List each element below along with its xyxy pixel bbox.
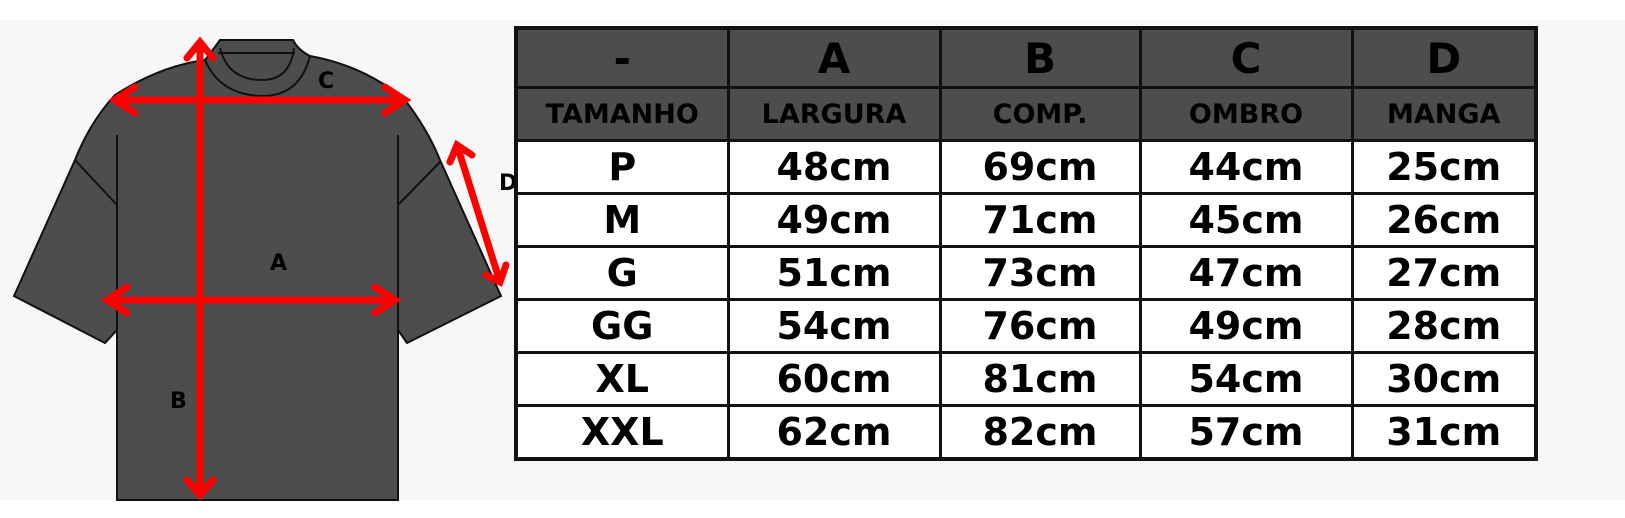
measure-cell: 49cm — [1138, 298, 1354, 354]
header-cell: LARGURA — [726, 86, 942, 142]
size-table: - A B C D TAMANHO LARGURA COMP. OMBRO MA… — [514, 26, 1538, 461]
table-row: XL 60cm 81cm 54cm 30cm — [514, 351, 1538, 407]
arrow-b — [183, 36, 217, 501]
measure-cell: 31cm — [1350, 404, 1538, 461]
seams — [74, 135, 441, 330]
measure-cell: 26cm — [1350, 192, 1538, 248]
size-cell: P — [514, 139, 730, 195]
label-c: C — [318, 69, 334, 94]
measure-cell: 44cm — [1138, 139, 1354, 195]
letter-row: - A B C D — [514, 26, 1538, 89]
measure-cell: 27cm — [1350, 245, 1538, 301]
tshirt-outline — [12, 39, 503, 501]
table-row: GG 54cm 76cm 49cm 28cm — [514, 298, 1538, 354]
measure-cell: 82cm — [938, 404, 1142, 461]
measure-cell: 48cm — [726, 139, 942, 195]
measure-cell: 25cm — [1350, 139, 1538, 195]
letter-cell: - — [514, 26, 730, 89]
header-row: TAMANHO LARGURA COMP. OMBRO MANGA — [514, 86, 1538, 142]
measure-cell: 51cm — [726, 245, 942, 301]
table-row: P 48cm 69cm 44cm 25cm — [514, 139, 1538, 195]
size-cell: M — [514, 192, 730, 248]
size-cell: XL — [514, 351, 730, 407]
arrow-d — [446, 139, 510, 287]
tshirt-diagram: C A B D — [12, 36, 517, 501]
arrow-c — [108, 83, 412, 117]
size-cell: G — [514, 245, 730, 301]
size-cell: GG — [514, 298, 730, 354]
measure-cell: 45cm — [1138, 192, 1354, 248]
header-cell: MANGA — [1350, 86, 1538, 142]
table-row: G 51cm 73cm 47cm 27cm — [514, 245, 1538, 301]
measure-cell: 73cm — [938, 245, 1142, 301]
letter-cell: B — [938, 26, 1142, 89]
measure-cell: 60cm — [726, 351, 942, 407]
measure-cell: 76cm — [938, 298, 1142, 354]
measure-cell: 57cm — [1138, 404, 1354, 461]
measure-cell: 47cm — [1138, 245, 1354, 301]
letter-cell: C — [1138, 26, 1354, 89]
measure-cell: 69cm — [938, 139, 1142, 195]
measure-cell: 71cm — [938, 192, 1142, 248]
header-cell: OMBRO — [1138, 86, 1354, 142]
header-cell: COMP. — [938, 86, 1142, 142]
measure-cell: 28cm — [1350, 298, 1538, 354]
collar — [204, 47, 311, 98]
table-row: M 49cm 71cm 45cm 26cm — [514, 192, 1538, 248]
measure-cell: 54cm — [1138, 351, 1354, 407]
arrow-a — [100, 283, 402, 317]
table-row: XXL 62cm 82cm 57cm 31cm — [514, 404, 1538, 461]
measure-cell: 81cm — [938, 351, 1142, 407]
measure-cell: 54cm — [726, 298, 942, 354]
size-cell: XXL — [514, 404, 730, 461]
measure-cell: 62cm — [726, 404, 942, 461]
letter-cell: A — [726, 26, 942, 89]
label-a: A — [270, 251, 287, 276]
measure-cell: 49cm — [726, 192, 942, 248]
label-b: B — [170, 389, 187, 414]
letter-cell: D — [1350, 26, 1538, 89]
label-d: D — [499, 171, 517, 196]
measure-arrows — [100, 36, 510, 501]
header-cell: TAMANHO — [514, 86, 730, 142]
measure-cell: 30cm — [1350, 351, 1538, 407]
